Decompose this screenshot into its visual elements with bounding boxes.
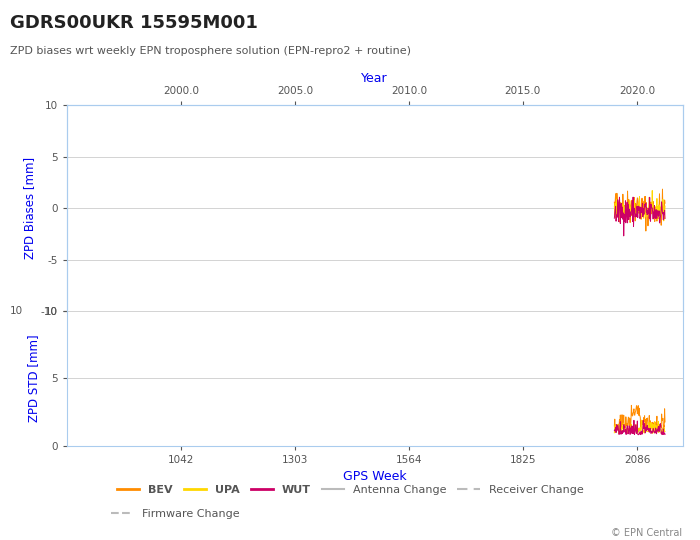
Legend: Firmware Change: Firmware Change [106,505,244,524]
Text: GDRS00UKR 15595M001: GDRS00UKR 15595M001 [10,14,258,31]
X-axis label: GPS Week: GPS Week [343,470,406,483]
Y-axis label: ZPD Biases [mm]: ZPD Biases [mm] [23,157,36,259]
Text: © EPN Central: © EPN Central [611,528,682,538]
Text: 10: 10 [10,307,23,316]
X-axis label: Year: Year [361,72,388,85]
Legend: BEV, UPA, WUT, Antenna Change, Receiver Change: BEV, UPA, WUT, Antenna Change, Receiver … [112,481,588,500]
Text: ZPD biases wrt weekly EPN troposphere solution (EPN-repro2 + routine): ZPD biases wrt weekly EPN troposphere so… [10,46,412,56]
Y-axis label: ZPD STD [mm]: ZPD STD [mm] [27,335,40,422]
